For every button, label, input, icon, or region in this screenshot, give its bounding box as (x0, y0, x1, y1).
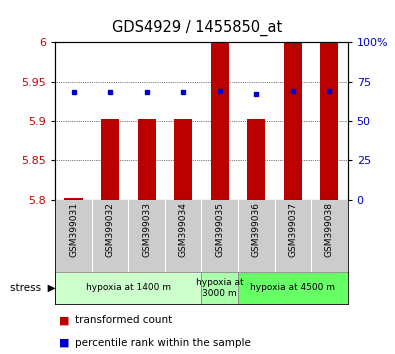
Bar (211, 42, 229, 200)
Bar (284, 42, 302, 200)
Text: GSM399038: GSM399038 (325, 202, 334, 257)
Text: GSM399034: GSM399034 (179, 202, 188, 257)
Bar (137, 119, 156, 200)
Bar (64, 198, 83, 200)
Text: GSM399032: GSM399032 (105, 202, 115, 257)
Text: GSM399031: GSM399031 (69, 202, 78, 257)
Text: ■: ■ (59, 338, 70, 348)
Bar (55, 272, 201, 304)
Text: transformed count: transformed count (75, 315, 172, 325)
Bar (247, 119, 265, 200)
Bar (320, 42, 339, 200)
Bar (201, 272, 238, 304)
Text: GSM399037: GSM399037 (288, 202, 297, 257)
Text: GSM399035: GSM399035 (215, 202, 224, 257)
Text: hypoxia at 4500 m: hypoxia at 4500 m (250, 284, 335, 292)
Text: percentile rank within the sample: percentile rank within the sample (75, 338, 251, 348)
Text: hypoxia at
3000 m: hypoxia at 3000 m (196, 278, 244, 298)
Text: GDS4929 / 1455850_at: GDS4929 / 1455850_at (112, 19, 283, 36)
Bar (238, 272, 348, 304)
Text: GSM399033: GSM399033 (142, 202, 151, 257)
Bar (101, 119, 119, 200)
Text: hypoxia at 1400 m: hypoxia at 1400 m (86, 284, 171, 292)
Bar (174, 119, 192, 200)
Text: ■: ■ (59, 315, 70, 325)
Text: GSM399036: GSM399036 (252, 202, 261, 257)
Text: stress  ▶: stress ▶ (9, 283, 55, 293)
